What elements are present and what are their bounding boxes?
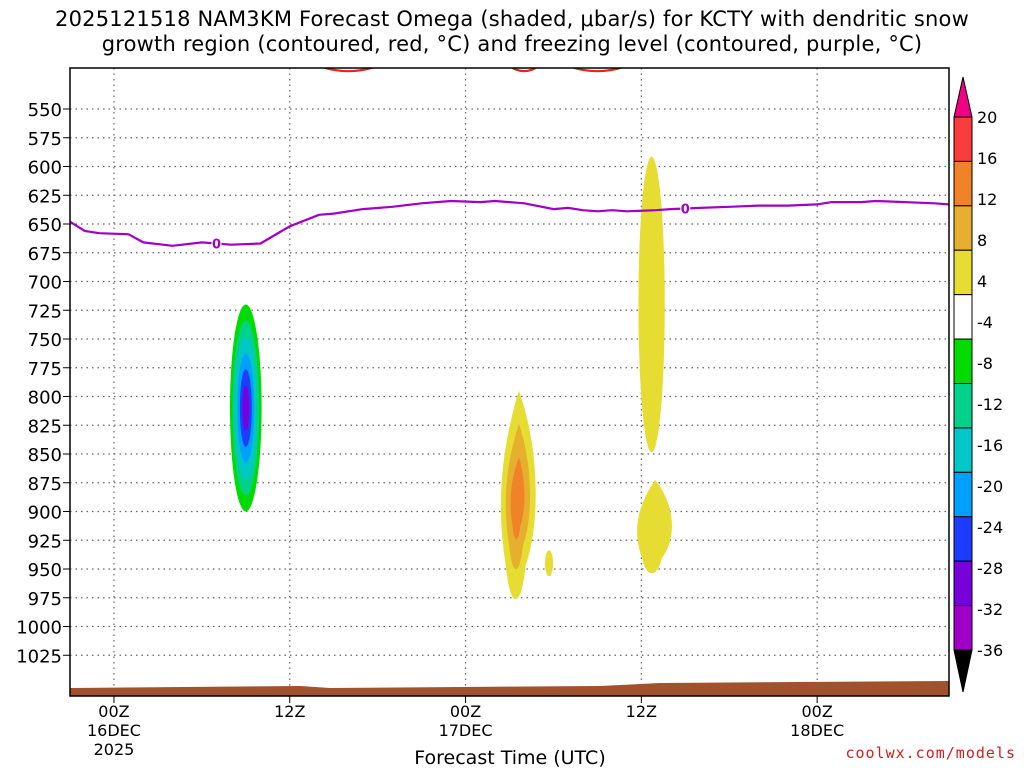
y-tick-label: 550: [28, 100, 62, 121]
x-tick-label: 00Z: [98, 702, 129, 721]
x-tick-year: 2025: [94, 740, 135, 759]
freezing-level-line: [70, 199, 949, 247]
colorbar-segment: [953, 205, 973, 251]
omega-contour-4: [637, 479, 672, 574]
dgz-contour: [510, 68, 538, 73]
y-tick-label: 750: [28, 330, 62, 351]
colorbar-label: 4: [977, 272, 987, 291]
omega-contour-4: [638, 156, 665, 453]
colorbar: 20 16 12 8 4 -4 -8 -12 -16 -20 -24 -28 -32 -36: [953, 76, 1003, 693]
colorbar-segment: [953, 294, 973, 340]
x-tick-label: 00Z: [801, 702, 832, 721]
omega-contour-12: [510, 456, 525, 540]
colorbar-bottom-arrow: [953, 649, 973, 693]
colorbar-label: -28: [977, 559, 1003, 578]
y-tick-label: 575: [28, 129, 62, 150]
source-watermark: coolwx.com/models: [845, 744, 1016, 762]
y-tick-label: 1025: [16, 646, 62, 667]
y-tick-label: 725: [28, 301, 62, 322]
colorbar-label: -4: [977, 313, 993, 332]
freezing-label-bg: [680, 201, 691, 216]
x-tick-date: 18DEC: [790, 721, 844, 740]
colorbar-label: -8: [977, 354, 993, 373]
colorbar-segment: [953, 383, 973, 429]
y-tick-label: 700: [28, 273, 62, 294]
colorbar-label: 8: [977, 231, 987, 250]
y-tick-label: 600: [28, 158, 62, 179]
colorbar-segment: [953, 516, 973, 562]
ground-surface: [70, 681, 949, 696]
x-axis-label: Forecast Time (UTC): [414, 747, 605, 768]
colorbar-label: 12: [977, 190, 997, 209]
x-tick-date: 16DEC: [87, 721, 141, 740]
dgz-contour: [321, 68, 375, 73]
ground-fill: [70, 681, 949, 696]
x-tick-label: 12Z: [626, 702, 657, 721]
y-tick-label: 1000: [16, 618, 62, 639]
chart-title-line-1: 2025121518 NAM3KM Forecast Omega (shaded…: [55, 7, 969, 31]
colorbar-segment: [953, 249, 973, 296]
omega-shading: [229, 156, 672, 600]
y-tick-label: 800: [28, 388, 62, 409]
y-axis: 550 575 600 625 650 675 700 725 750 775 800 825 850 8…: [16, 100, 70, 667]
colorbar-segment: [953, 160, 973, 207]
dgz-contour: [570, 68, 624, 73]
freezing-label-bg: [211, 236, 222, 251]
y-tick-label: 875: [28, 474, 62, 495]
colorbar-segment: [953, 338, 973, 385]
colorbar-label: 20: [977, 108, 997, 127]
y-tick-label: 825: [28, 416, 62, 437]
y-tick-label: 850: [28, 445, 62, 466]
colorbar-label: 16: [977, 149, 997, 168]
grid-lines: [70, 68, 949, 696]
x-tick-date: 17DEC: [439, 721, 493, 740]
colorbar-label: -12: [977, 395, 1003, 414]
y-tick-label: 625: [28, 186, 62, 207]
y-tick-label: 925: [28, 531, 62, 552]
y-tick-label: 975: [28, 589, 62, 610]
freezing-level-label: 0: [212, 238, 221, 253]
chart-title-line-2: growth region (contoured, red, °C) and f…: [101, 32, 923, 56]
colorbar-top-arrow: [953, 76, 973, 118]
colorbar-label: -20: [977, 477, 1003, 496]
colorbar-label: -36: [977, 641, 1003, 660]
y-tick-label: 775: [28, 359, 62, 380]
colorbar-label: -16: [977, 436, 1003, 455]
colorbar-segment: [953, 427, 973, 473]
x-tick-label: 00Z: [450, 702, 481, 721]
colorbar-segment: [953, 471, 973, 518]
x-tick-label: 12Z: [274, 702, 305, 721]
contour-lines: 00: [70, 68, 949, 253]
omega-contour--28: [242, 385, 250, 431]
freezing-level-label: 0: [681, 202, 690, 217]
plot-frame: [69, 67, 950, 697]
colorbar-label: -24: [977, 518, 1003, 537]
y-tick-label: 900: [28, 503, 62, 524]
colorbar-segment: [953, 560, 973, 607]
y-tick-label: 675: [28, 244, 62, 265]
y-tick-label: 950: [28, 560, 62, 581]
colorbar-label: -32: [977, 600, 1003, 619]
colorbar-segment: [953, 116, 973, 162]
y-tick-label: 650: [28, 215, 62, 236]
colorbar-segment: [953, 605, 973, 651]
omega-contour-4: [545, 550, 554, 577]
